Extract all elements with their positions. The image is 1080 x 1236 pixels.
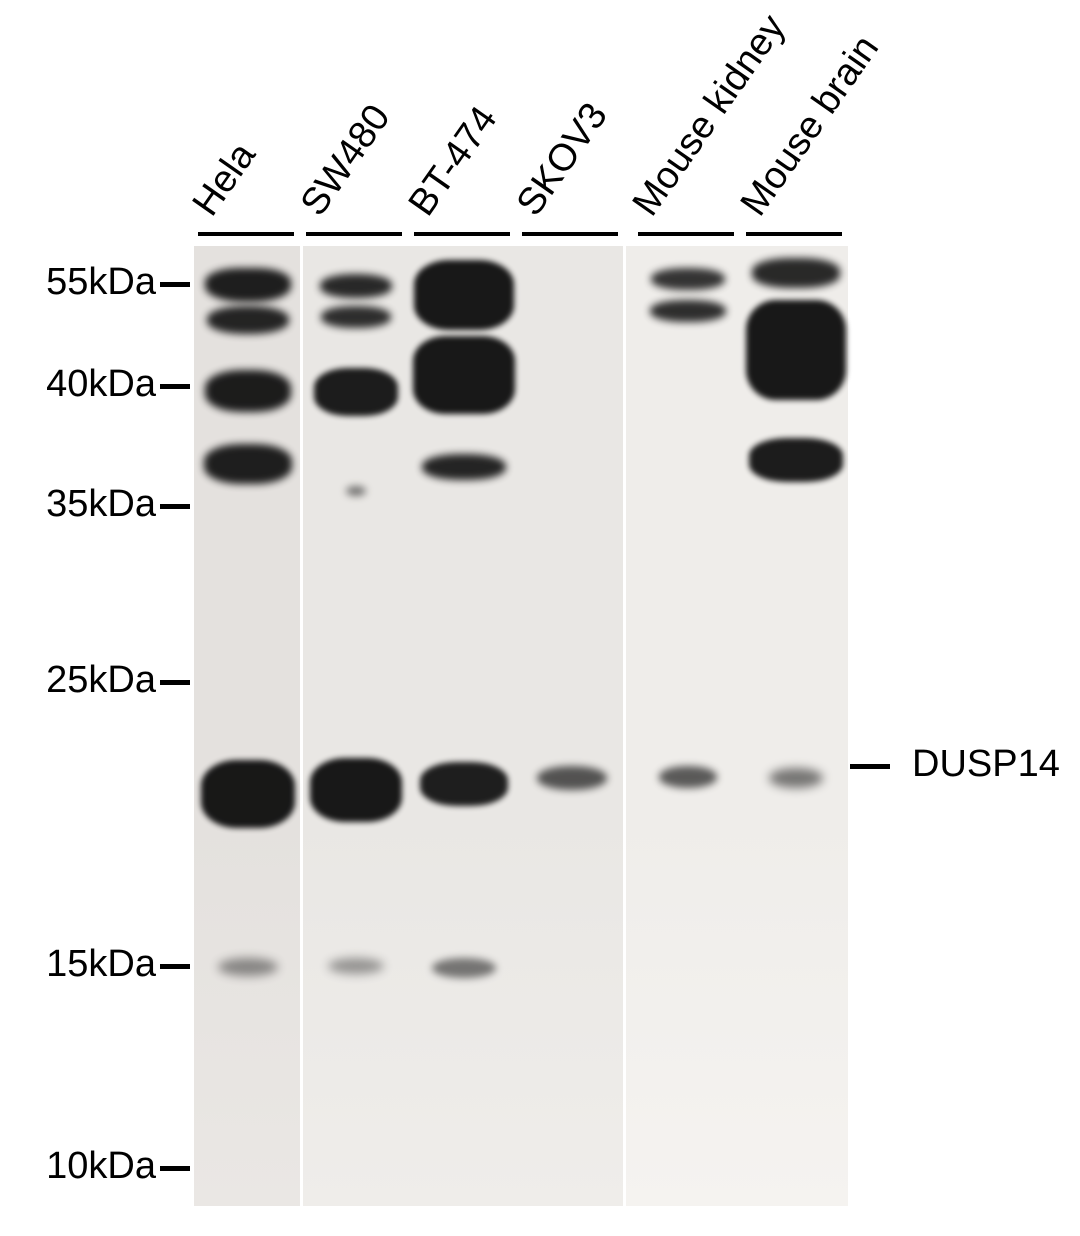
mw-marker-tick xyxy=(160,680,190,685)
blot-band xyxy=(205,370,291,412)
mw-marker-tick xyxy=(160,504,190,509)
blot-band xyxy=(321,306,391,328)
mw-marker-label: 15kDa xyxy=(46,943,156,986)
blot-band xyxy=(422,454,506,480)
blot-band xyxy=(651,268,725,290)
mw-marker-tick xyxy=(160,282,190,287)
lane-label: Hela xyxy=(185,135,265,224)
blot-band xyxy=(218,958,278,976)
mw-marker-tick xyxy=(160,1166,190,1171)
protein-label: DUSP14 xyxy=(912,743,1060,786)
blot-band xyxy=(752,258,840,288)
blot-band xyxy=(201,760,295,828)
blot-band xyxy=(413,336,515,414)
blot-band xyxy=(659,766,717,788)
blot-band xyxy=(320,274,392,298)
lane-underline xyxy=(198,232,294,236)
mw-marker-label: 25kDa xyxy=(46,659,156,702)
blot-band xyxy=(769,768,823,788)
lane-underline xyxy=(746,232,842,236)
blot-band xyxy=(207,306,289,334)
mw-marker-label: 35kDa xyxy=(46,483,156,526)
blot-band xyxy=(749,438,843,482)
blot-band xyxy=(346,486,366,496)
lane-label: SKOV3 xyxy=(509,96,617,224)
lane-underline xyxy=(414,232,510,236)
blot-band xyxy=(204,444,292,484)
lane-underline xyxy=(522,232,618,236)
mw-marker-label: 40kDa xyxy=(46,363,156,406)
mw-marker-label: 55kDa xyxy=(46,261,156,304)
blot-band xyxy=(314,368,398,416)
blot-band xyxy=(537,766,607,790)
blot-band xyxy=(432,958,496,978)
mw-marker-tick xyxy=(160,384,190,389)
lane-underline xyxy=(306,232,402,236)
lane-label: SW480 xyxy=(293,97,400,224)
blot-band xyxy=(310,758,402,822)
protein-label-tick xyxy=(850,764,890,769)
mw-marker-label: 10kDa xyxy=(46,1145,156,1188)
blot-band xyxy=(328,958,384,974)
blot-band xyxy=(746,300,846,400)
lane-label: BT-474 xyxy=(401,99,507,224)
mw-marker-tick xyxy=(160,964,190,969)
western-blot-figure: HelaSW480BT-474SKOV3Mouse kidneyMouse br… xyxy=(0,0,1080,1236)
blot-band xyxy=(650,300,726,322)
blot-band xyxy=(414,260,514,330)
blot-band xyxy=(420,762,508,806)
blot-band xyxy=(205,268,291,302)
lane-underline xyxy=(638,232,734,236)
